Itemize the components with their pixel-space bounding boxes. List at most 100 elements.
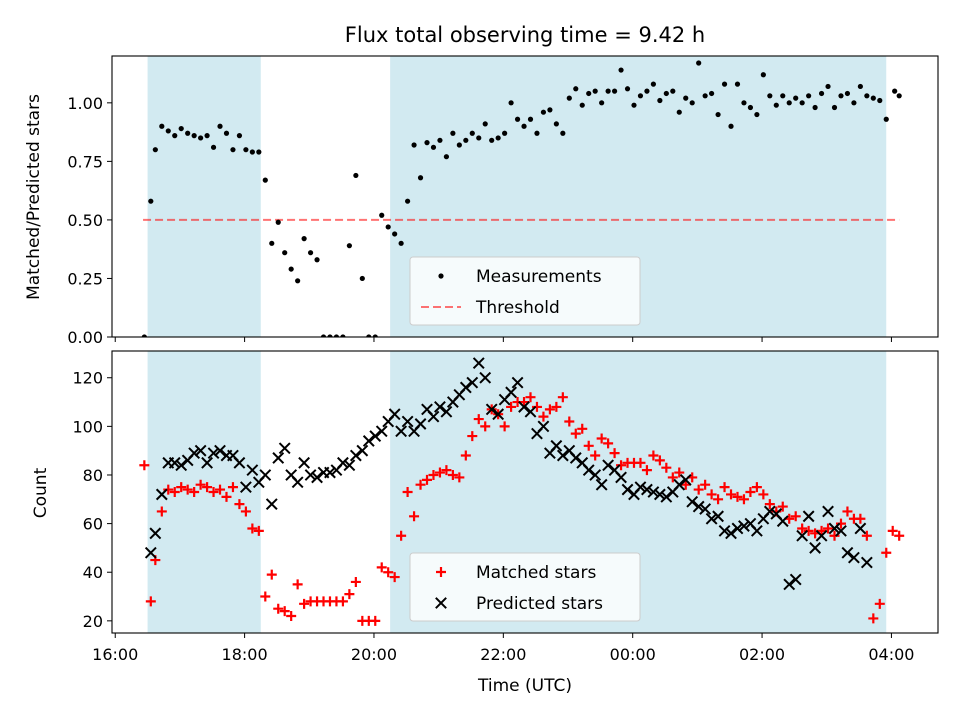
matched-star-point [764,499,775,510]
legend-label: Measurements [476,267,602,287]
measurement-point [825,83,831,90]
legend: Measurements Threshold [409,256,641,326]
y-tick-label: 0.75 [67,152,103,171]
measurement-point [275,219,281,225]
measurement-point [799,100,805,106]
predicted-star-point [854,522,867,535]
matched-star-point [273,603,284,614]
measurement-point [398,240,404,246]
matched-star-point [674,467,685,478]
measurement-point [320,334,327,337]
predicted-star-point [144,546,157,559]
predicted-star-point [815,529,828,542]
measurement-point [605,88,611,94]
matched-star-point [616,460,627,471]
measurement-point [178,125,184,132]
matched-star-point [383,567,394,578]
matched-star-point [544,404,555,415]
matched-star-point [680,479,691,490]
predicted-star-point [725,527,737,540]
predicted-star-point [582,464,595,477]
predicted-star-point [207,447,220,460]
measurement-point [553,121,559,127]
measurement-point [236,133,243,139]
matched-star-point [797,523,808,534]
predicted-star-point [699,503,712,515]
y-tick-label: 100 [72,417,103,436]
matched-star-point [139,460,150,471]
matched-star-point [234,499,245,510]
matched-star-point [816,525,827,536]
legend-measurement-marker [438,273,444,279]
measurement-point [663,90,669,97]
plot-area [139,357,905,626]
measurement-point [282,250,288,256]
y-tick-label: 20 [83,612,103,631]
predicted-star-point [466,376,479,389]
measurement-point [148,198,154,204]
measurement-point [696,60,702,66]
measurement-point [307,250,314,256]
matched-star-point [260,591,271,602]
y-tick-label: 60 [83,515,103,534]
bottom-panel: 20 40 60 80 100 120 16:00 18:00 20:00 22:00 00:00 0… [72,350,939,664]
predicted-star-point [679,473,692,486]
measurement-point [611,88,618,94]
measurement-point [366,334,372,337]
predicted-star-point [615,471,627,484]
measurement-point [243,147,249,153]
matched-star-point [195,479,206,490]
measurement-point [702,93,708,99]
matched-star-point [842,506,853,517]
predicted-star-point [485,403,498,416]
measurement-point [637,93,644,99]
predicted-star-point [602,459,615,472]
predicted-star-point [841,546,854,559]
y-tick-label: 120 [72,369,103,388]
predicted-star-point [472,357,485,370]
predicted-star-point [712,510,724,523]
matched-star-point [156,506,167,517]
measurement-point [870,95,876,101]
measurement-point [379,212,385,218]
matched-star-point [564,416,575,427]
matched-star-point [240,506,251,517]
predicted-star-point [459,381,472,394]
predicted-star-point [738,520,750,532]
predicted-star-point [673,478,686,491]
matched-star-point [279,606,290,617]
measurement-point [295,278,301,284]
measurement-point [249,149,255,155]
measurement-point [780,93,786,99]
legend-box [409,552,641,622]
matched-star-point [700,479,711,490]
matched-star-point [745,487,756,497]
predicted-star-point [796,529,809,542]
measurement-point [650,81,656,87]
matched-star-point [221,491,232,502]
matched-star-point [344,589,355,600]
measurement-point [482,121,488,127]
matched-star-point [894,530,905,541]
matched-star-point [777,501,788,512]
predicted-star-point [828,522,841,535]
matched-star-point [693,484,704,495]
matched-star-point [525,392,536,403]
matched-star-point [661,462,672,473]
predicted-star-point [550,439,563,452]
predicted-star-point [518,401,530,413]
matched-star-point [396,530,407,541]
predicted-star-point [479,371,492,384]
predicted-star-point [311,471,323,484]
predicted-star-point [705,512,718,525]
measurement-point [754,111,760,118]
predicted-star-point [434,401,446,413]
legend-label: Threshold [475,298,560,318]
measurement-point [734,81,741,87]
predicted-star-point [569,452,582,464]
x-tick-label: 16:00 [92,645,138,664]
predicted-star-point [356,444,369,457]
measurement-point [896,93,902,99]
matched-star-point [337,596,348,607]
measurement-point [417,175,424,181]
